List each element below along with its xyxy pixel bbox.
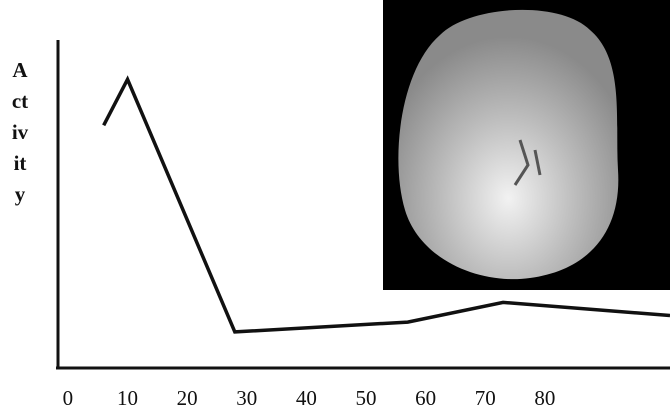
brain-image [398, 9, 619, 280]
x-tick-label: 10 [117, 386, 138, 410]
x-tick-label: 60 [415, 386, 436, 410]
x-tick-label: 80 [534, 386, 555, 410]
x-tick-label: 20 [177, 386, 198, 410]
x-tick-label: 50 [355, 386, 376, 410]
y-axis-label: Activity [11, 58, 29, 206]
brain-detail [513, 139, 542, 186]
x-tick-label: 0 [63, 386, 74, 410]
data-line [102, 75, 670, 334]
x-tick-label: 30 [236, 386, 257, 410]
x-tick-label: 40 [296, 386, 317, 410]
x-tick-label: 70 [475, 386, 496, 410]
